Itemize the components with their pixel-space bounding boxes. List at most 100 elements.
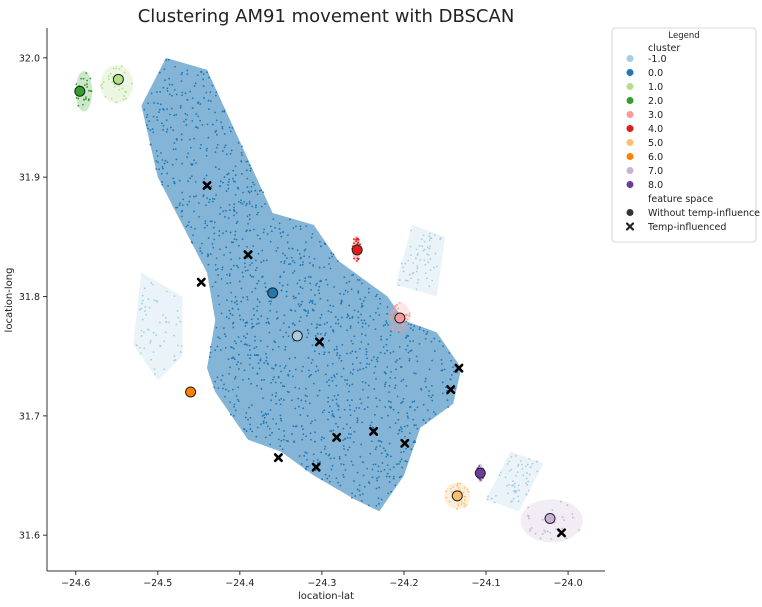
data-point: [288, 263, 290, 266]
data-point: [300, 425, 303, 427]
data-point: [571, 516, 574, 519]
data-point: [305, 465, 308, 468]
data-point: [216, 376, 219, 379]
data-point: [334, 316, 337, 318]
data-point: [348, 304, 351, 307]
data-point: [283, 314, 286, 317]
data-point: [286, 241, 289, 244]
data-point: [172, 148, 175, 151]
data-point: [256, 213, 258, 216]
data-point: [441, 392, 444, 395]
data-point: [292, 425, 295, 427]
data-point: [275, 402, 278, 405]
data-point: [388, 475, 391, 478]
data-point: [153, 102, 155, 104]
data-point: [287, 373, 290, 376]
data-point: [349, 426, 352, 429]
data-point: [508, 469, 511, 472]
data-point: [332, 415, 335, 418]
data-point: [185, 225, 188, 228]
data-point: [240, 151, 243, 154]
data-point: [279, 414, 282, 417]
data-point: [323, 353, 325, 356]
data-point: [517, 464, 520, 467]
data-point: [157, 161, 160, 164]
data-point: [395, 303, 398, 306]
data-point: [228, 317, 230, 320]
data-point: [263, 378, 266, 381]
data-point: [389, 376, 392, 379]
data-point: [349, 408, 352, 411]
data-point: [172, 129, 175, 132]
data-point: [314, 440, 316, 443]
data-point: [85, 72, 88, 74]
data-point: [223, 176, 226, 179]
data-point: [317, 369, 320, 372]
data-point: [234, 193, 237, 196]
data-point: [282, 335, 285, 338]
data-point: [460, 503, 463, 506]
data-point: [221, 127, 224, 130]
data-point: [148, 120, 151, 123]
data-point: [398, 357, 401, 360]
data-point: [212, 123, 214, 126]
data-point: [221, 268, 224, 271]
data-point: [355, 356, 358, 359]
data-point: [364, 334, 367, 337]
data-point: [254, 269, 257, 272]
data-point: [298, 387, 301, 390]
data-point: [331, 255, 334, 258]
data-point: [181, 71, 184, 74]
data-point: [323, 323, 326, 325]
data-point: [199, 250, 202, 253]
data-point: [216, 133, 218, 136]
data-point: [140, 307, 143, 310]
data-point: [405, 385, 408, 387]
data-point: [353, 409, 356, 412]
data-point: [377, 356, 379, 359]
data-point: [387, 492, 390, 495]
data-point: [180, 80, 183, 83]
data-point: [385, 322, 388, 324]
data-point: [311, 358, 314, 361]
data-point: [406, 412, 408, 415]
data-point: [342, 367, 345, 370]
data-point: [304, 451, 307, 454]
data-point: [329, 304, 332, 307]
data-point: [375, 504, 378, 507]
data-point: [193, 195, 195, 198]
data-point: [375, 377, 377, 380]
data-point: [247, 377, 250, 380]
data-point: [450, 374, 453, 376]
data-point: [223, 109, 226, 112]
data-point: [229, 401, 231, 404]
data-point: [389, 334, 392, 337]
data-point: [403, 425, 406, 428]
data-point: [194, 126, 197, 129]
data-point: [261, 249, 264, 252]
data-point: [299, 225, 302, 228]
data-point: [249, 428, 252, 430]
data-point: [236, 264, 238, 267]
data-point: [307, 310, 310, 312]
data-point: [394, 484, 397, 487]
data-point: [140, 329, 143, 332]
data-point: [357, 310, 360, 313]
data-point: [245, 430, 248, 432]
centroid-without-temp-7.0: [544, 512, 556, 524]
data-point: [233, 405, 235, 408]
data-point: [387, 414, 389, 417]
data-point: [159, 103, 162, 106]
data-point: [529, 528, 532, 531]
data-point: [398, 329, 401, 331]
data-point: [224, 395, 226, 398]
data-point: [323, 266, 326, 269]
data-point: [211, 243, 214, 245]
data-point: [232, 180, 235, 183]
data-point: [275, 249, 278, 252]
data-point: [478, 465, 481, 467]
centroid-without-temp-4.0: [351, 244, 363, 256]
data-point: [515, 490, 518, 492]
data-point: [254, 259, 257, 262]
data-point: [216, 143, 219, 146]
